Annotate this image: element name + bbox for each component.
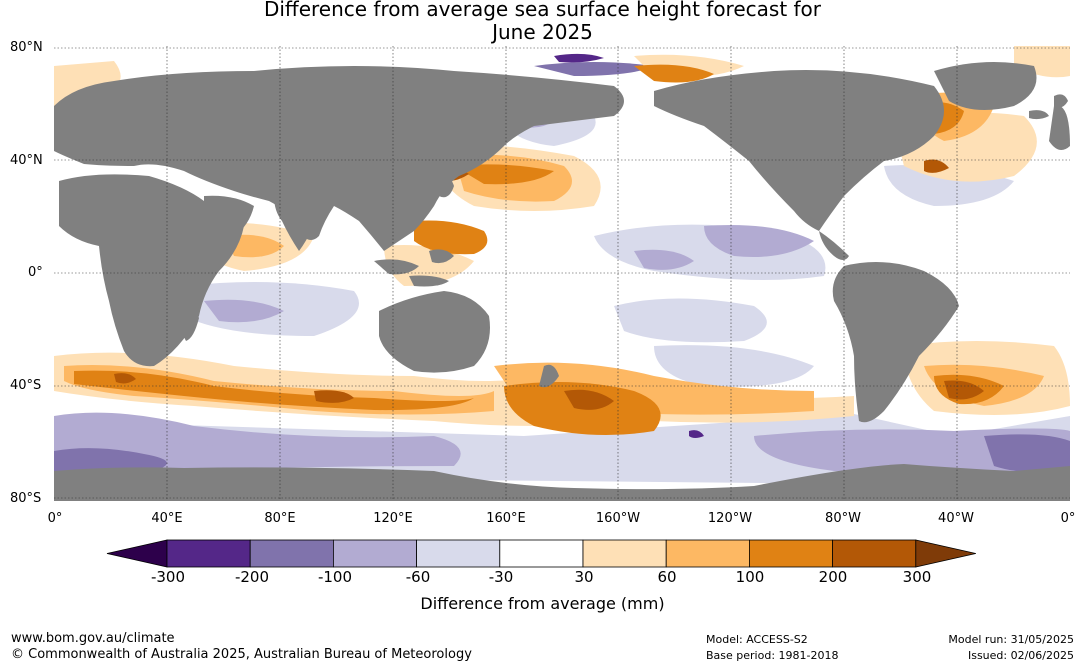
colorbar-tick-30: 30: [574, 568, 594, 586]
lon-label-0-west: 0°: [47, 511, 63, 526]
lon-label-120w: 120°W: [707, 511, 753, 526]
colorbar-tick-200: 200: [818, 568, 848, 586]
lon-label-40w: 40°W: [938, 511, 974, 526]
land-masses: [54, 62, 1070, 501]
lat-label-40n: 40°N: [10, 153, 43, 168]
lon-label-160w: 160°W: [595, 511, 641, 526]
lon-label-160e: 160°E: [486, 511, 526, 526]
colorbar-tick-60: 60: [657, 568, 677, 586]
lon-label-80w: 80°W: [825, 511, 861, 526]
colorbar-extend-high: [915, 539, 976, 568]
colorbar-segment: [582, 539, 667, 568]
model-name: Model: ACCESS-S2: [706, 633, 808, 646]
lon-label-80e: 80°E: [264, 511, 296, 526]
lat-label-40s: 40°S: [10, 378, 42, 393]
colorbar-tick-minus60: -60: [405, 568, 431, 586]
gridlines: [54, 46, 1070, 501]
colorbar-tick-minus100: -100: [317, 568, 353, 586]
base-period: Base period: 1981-2018: [706, 649, 839, 662]
colorbar-segment: [166, 539, 251, 568]
lon-label-0-east: 0°: [1060, 511, 1076, 526]
colorbar-extend-low: [106, 539, 168, 568]
lon-label-120e: 120°E: [373, 511, 413, 526]
colorbar-tick-minus30: -30: [488, 568, 514, 586]
colorbar-label: Difference from average (mm): [420, 594, 665, 613]
issued-date: Issued: 02/06/2025: [967, 649, 1074, 662]
lon-label-40e: 40°E: [151, 511, 183, 526]
colorbar-segment: [749, 539, 834, 568]
lat-label-80s: 80°S: [10, 491, 42, 506]
colorbar-segment: [416, 539, 501, 568]
colorbar-segment: [332, 539, 417, 568]
anomaly-extreme-negative: [554, 53, 704, 438]
anomaly-strong-negative: [54, 62, 1070, 473]
chart-title-line-1: Difference from average sea surface heig…: [263, 0, 822, 21]
lat-label-80n: 80°N: [10, 40, 43, 55]
colorbar: [106, 539, 976, 568]
colorbar-tick-100: 100: [735, 568, 765, 586]
model-run-date: Model run: 31/05/2025: [948, 633, 1074, 646]
colorbar-tick-300: 300: [902, 568, 932, 586]
sea-surface-height-map: [54, 46, 1070, 501]
colorbar-tick-minus300: -300: [150, 568, 186, 586]
colorbar-segment: [832, 539, 917, 568]
colorbar-segment: [665, 539, 750, 568]
lat-label-equator: 0°: [28, 265, 43, 280]
chart-title-line-2: June 2025: [492, 20, 593, 44]
colorbar-segment: [499, 539, 584, 568]
colorbar-tick-minus200: -200: [234, 568, 270, 586]
copyright-text: © Commonwealth of Australia 2025, Austra…: [11, 647, 472, 662]
colorbar-segment: [249, 539, 334, 568]
website-link[interactable]: www.bom.gov.au/climate: [11, 631, 175, 646]
